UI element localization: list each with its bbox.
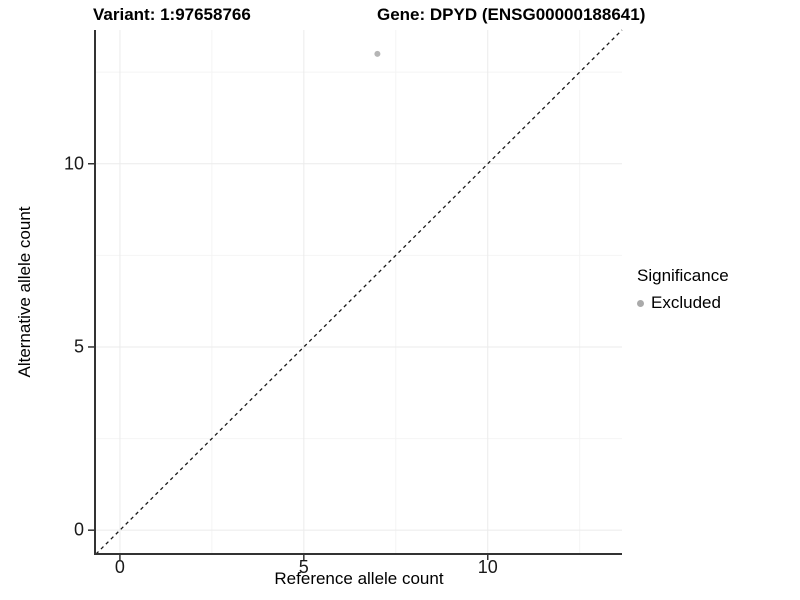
x-axis-label: Reference allele count [274,569,444,588]
plot-title-gene: Gene: DPYD (ENSG00000188641) [377,5,646,24]
legend: Significance Excluded [637,266,729,313]
y-tick-label: 10 [63,153,84,174]
data-point [374,50,381,57]
legend-item-excluded: Excluded [637,293,729,313]
x-tick-label: 5 [298,557,309,577]
y-tick-label: 5 [73,336,84,357]
legend-title: Significance [637,266,729,285]
x-tick-label: 10 [477,557,498,577]
legend-item-label: Excluded [651,293,721,312]
plot-title-variant: Variant: 1:97658766 [93,5,251,24]
identity-dashed-line [95,29,623,555]
y-axis-label: Alternative allele count [15,206,34,378]
y-tick-label: 0 [73,519,84,540]
x-tick-label: 0 [114,557,125,577]
legend-key-dot-icon [637,299,644,307]
